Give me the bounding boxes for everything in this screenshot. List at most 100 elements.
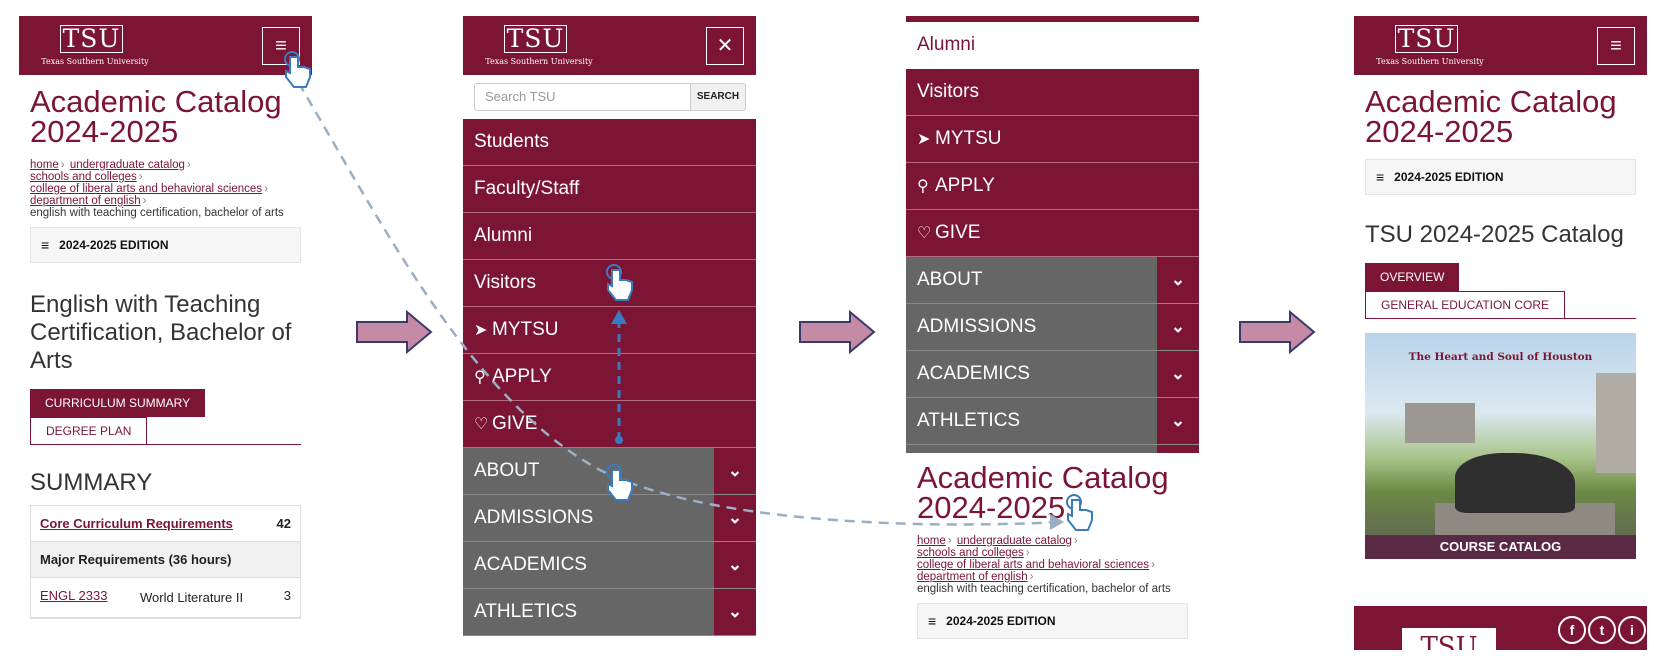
menu-item-admissions[interactable]: ADMISSIONS ⌄ <box>906 304 1199 351</box>
crumb-home[interactable]: home <box>30 159 59 171</box>
screen-3: Alumni Visitors ➤ MYTSU ⚲ APPLY ♡ GIVE ABOU… <box>906 16 1199 650</box>
site-header: TSU Texas Southern University ✕ <box>463 16 756 75</box>
menu-item-academics[interactable]: ACADEMICS ⌄ <box>463 542 756 589</box>
chevron-down-icon[interactable]: ⌄ <box>714 495 756 541</box>
right-arrow-icon <box>799 310 876 354</box>
edition-label: 2024-2025 EDITION <box>1394 170 1504 184</box>
tsu-logo[interactable]: TSU Texas Southern University <box>474 25 604 69</box>
tiger-statue-shape <box>1455 453 1575 513</box>
menu-label: ATHLETICS <box>917 410 1021 431</box>
chevron-down-icon[interactable]: ⌄ <box>1157 398 1199 444</box>
tsu-logo[interactable]: TSU Texas Southern University <box>1365 25 1495 69</box>
course-link[interactable]: ENGL 2333 <box>40 588 108 603</box>
screen-1: TSU Texas Southern University ≡ Academic… <box>19 16 312 650</box>
logo-text: TSU <box>504 25 567 53</box>
crumb-undergraduate[interactable]: undergraduate catalog <box>69 159 185 171</box>
chevron-down-icon[interactable]: ⌄ <box>714 542 756 588</box>
menu-item-admissions[interactable]: ADMISSIONS ⌄ <box>463 495 756 542</box>
search-input[interactable]: Search TSU <box>474 83 691 111</box>
menu-item-athletics[interactable]: ATHLETICS ⌄ <box>463 589 756 636</box>
chevron-down-icon[interactable]: ⌄ <box>1157 304 1199 350</box>
logo-text: TSU <box>1395 25 1458 53</box>
search-button[interactable]: SEARCH <box>691 83 746 111</box>
chevron-down-icon[interactable]: ⌄ <box>1157 257 1199 303</box>
swipe-path <box>288 67 1061 526</box>
menu-button[interactable]: ≡ <box>262 27 300 65</box>
facebook-icon[interactable]: f <box>1558 616 1586 644</box>
right-arrow-icon <box>1239 310 1316 354</box>
menu-label: ADMISSIONS <box>917 316 1037 337</box>
heart-icon: ♡ <box>474 416 489 433</box>
catalog-cover-image[interactable]: The Heart and Soul of Houston COURSE CAT… <box>1365 333 1636 559</box>
tab-degree-plan[interactable]: DEGREE PLAN <box>30 417 148 444</box>
crumb-college[interactable]: college of liberal arts and behavioral s… <box>917 559 1150 571</box>
chevron-down-icon[interactable]: ⌄ <box>714 589 756 635</box>
footer-logo[interactable]: TSU <box>1402 628 1496 650</box>
menu-label: APPLY <box>935 175 995 196</box>
menu-item-alumni[interactable]: Alumni <box>463 213 756 260</box>
edition-selector[interactable]: ≡ 2024-2025 EDITION <box>917 603 1188 639</box>
crumb-home[interactable]: home <box>917 535 946 547</box>
menu-item-faculty[interactable]: Faculty/Staff <box>463 166 756 213</box>
table-row: ENGL 2333 World Literature II 3 <box>31 578 300 618</box>
menu-item-mytsu[interactable]: ➤ MYTSU <box>906 116 1199 163</box>
menu-item-give[interactable]: ♡ GIVE <box>463 401 756 448</box>
edition-selector[interactable]: ≡ 2024-2025 EDITION <box>30 227 301 263</box>
search-bar: Search TSU SEARCH <box>474 83 746 111</box>
menu-item-alumni[interactable]: Alumni <box>906 22 1199 69</box>
menu-label: ACADEMICS <box>917 363 1030 384</box>
menu-item-visitors[interactable]: Visitors <box>906 69 1199 116</box>
core-curriculum-link[interactable]: Core Curriculum Requirements <box>40 516 233 531</box>
tap-hand-icon <box>606 464 633 501</box>
location-arrow-icon: ➤ <box>917 131 931 148</box>
title-line: 2024-2025 <box>30 114 179 149</box>
menu-item-give[interactable]: ♡ GIVE <box>906 210 1199 257</box>
tab-overview[interactable]: OVERVIEW <box>1365 263 1460 291</box>
chevron-down-icon[interactable]: ⌄ <box>1157 351 1199 397</box>
crumb-college[interactable]: college of liberal arts and behavioral s… <box>30 183 263 195</box>
crumb-undergraduate[interactable]: undergraduate catalog <box>956 535 1072 547</box>
menu-item-mytsu[interactable]: ➤ MYTSU <box>463 307 756 354</box>
image-caption: COURSE CATALOG <box>1365 535 1636 559</box>
summary-table: Core Curriculum Requirements 42 Major Re… <box>30 505 301 619</box>
menu-item-students[interactable]: Students <box>463 119 756 166</box>
catalog-tabs: OVERVIEW GENERAL EDUCATION CORE <box>1365 263 1636 319</box>
tab-general-education-core[interactable]: GENERAL EDUCATION CORE <box>1365 291 1566 318</box>
table-row: Major Requirements (36 hours) <box>31 542 300 578</box>
chevron-down-icon[interactable]: ⌄ <box>714 448 756 494</box>
site-header: TSU Texas Southern University ≡ <box>1354 16 1647 75</box>
tap-hand-icon <box>1066 494 1093 531</box>
edition-selector[interactable]: ≡ 2024-2025 EDITION <box>1365 159 1636 195</box>
twitter-icon[interactable]: t <box>1588 616 1616 644</box>
menu-label: GIVE <box>492 413 538 434</box>
menu-label: ADMISSIONS <box>474 507 594 528</box>
menu-label: MYTSU <box>492 319 559 340</box>
crumb-schools[interactable]: schools and colleges <box>30 171 137 183</box>
section-heading: SUMMARY <box>30 469 153 496</box>
breadcrumb: home › undergraduate catalog › schools and… <box>30 159 284 219</box>
menu-item-athletics[interactable]: ATHLETICS ⌄ <box>906 398 1199 445</box>
menu-cutoff <box>906 445 1199 453</box>
menu-item-academics[interactable]: ACADEMICS ⌄ <box>906 351 1199 398</box>
tsu-logo[interactable]: TSU Texas Southern University <box>30 25 160 69</box>
location-arrow-icon: ➤ <box>474 322 488 339</box>
crumb-department[interactable]: department of english <box>917 571 1028 583</box>
crumb-department[interactable]: department of english <box>30 195 141 207</box>
logo-subtitle: Texas Southern University <box>41 57 149 66</box>
tab-curriculum-summary[interactable]: CURRICULUM SUMMARY <box>30 389 206 417</box>
menu-item-about[interactable]: ABOUT ⌄ <box>906 257 1199 304</box>
instagram-icon[interactable]: i <box>1618 616 1646 644</box>
edition-label: 2024-2025 EDITION <box>59 238 169 252</box>
right-arrow-icon <box>356 310 433 354</box>
site-footer: TSU f t i <box>1354 606 1647 650</box>
building-shape <box>1405 403 1475 443</box>
menu-label: ABOUT <box>917 269 983 290</box>
menu-item-apply[interactable]: ⚲ APPLY <box>463 354 756 401</box>
close-icon: ✕ <box>716 35 734 57</box>
map-pin-icon: ⚲ <box>474 369 486 386</box>
crumb-schools[interactable]: schools and colleges <box>917 547 1024 559</box>
scroll-start-dot <box>615 436 623 444</box>
close-menu-button[interactable]: ✕ <box>706 27 744 65</box>
menu-button[interactable]: ≡ <box>1597 27 1635 65</box>
menu-item-apply[interactable]: ⚲ APPLY <box>906 163 1199 210</box>
